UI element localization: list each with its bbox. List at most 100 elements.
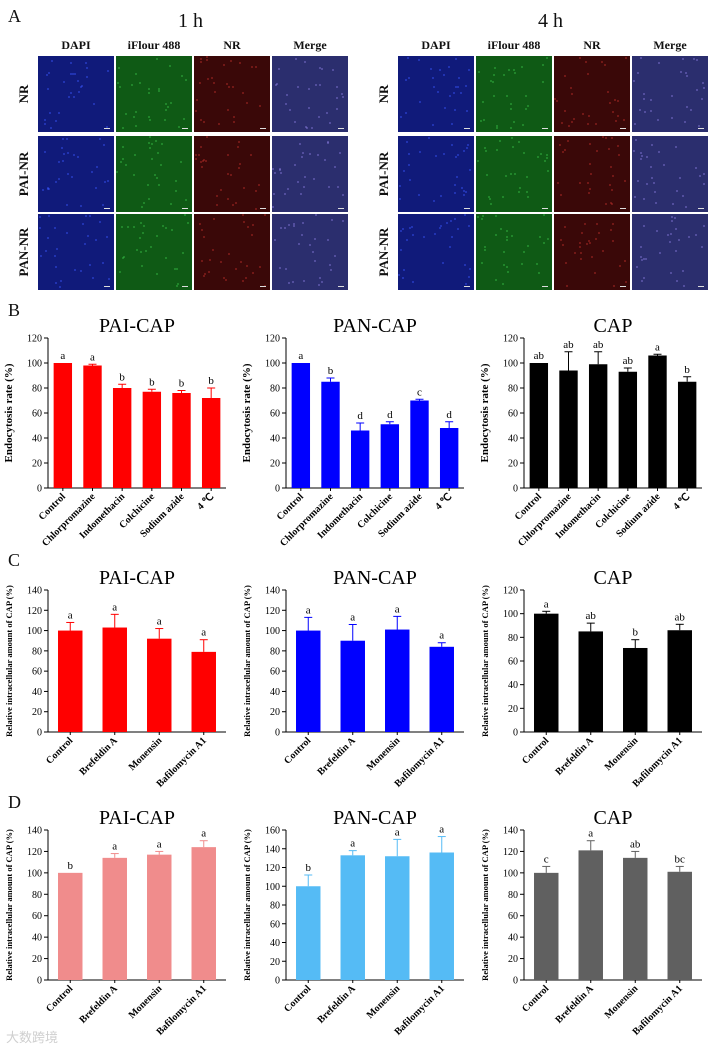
x-tick-label: Chlorpromazine [516, 491, 574, 549]
significance-label: a [439, 630, 444, 642]
y-tick-label: 100 [265, 359, 280, 370]
x-tick-label: Brefeldin A [315, 735, 358, 778]
micrograph-nr [554, 214, 630, 290]
y-axis-label: Endocytosis rate (%) [479, 363, 491, 462]
bar-control [58, 872, 83, 980]
micrograph-nr [554, 136, 630, 212]
y-tick-label: 100 [27, 626, 42, 637]
significance-label: a [439, 824, 444, 836]
micrograph-dapi [38, 56, 114, 132]
chart-d-pan-cap: PAN-CAP Relative intracellular amount of … [238, 806, 476, 1049]
y-tick-label: 40 [32, 687, 42, 698]
x-tick-label: 4 ℃ [433, 491, 454, 512]
y-tick-label: 120 [265, 334, 280, 345]
micrograph-iflour-488 [476, 56, 552, 132]
chart-title: PAI-CAP [99, 315, 175, 337]
significance-label: a [655, 341, 660, 353]
bar-chlorpromazine [559, 370, 578, 488]
x-tick-label: Brefeldin A [315, 983, 358, 1026]
y-tick-label: 140 [27, 586, 42, 597]
y-axis-label: Endocytosis rate (%) [241, 363, 253, 462]
y-axis-label: Relative intracellular amount of CAP (%) [480, 585, 490, 737]
significance-label: b [119, 371, 125, 383]
significance-label: ab [623, 355, 634, 367]
bar-4 [201, 398, 221, 488]
significance-label: a [395, 603, 400, 615]
bar-indomethacin [588, 364, 608, 488]
y-tick-label: 120 [503, 586, 518, 597]
chart-title: PAI-CAP [99, 567, 175, 589]
bar-colchicine [380, 424, 400, 488]
significance-label: a [544, 598, 549, 610]
significance-label: a [68, 609, 73, 621]
y-tick-label: 0 [513, 728, 518, 739]
y-tick-label: 160 [265, 826, 280, 837]
y-tick-label: 140 [27, 826, 42, 837]
chart-d-pai-cap: PAI-CAP Relative intracellular amount of … [0, 806, 238, 1049]
bar-bafilomycin-a1 [429, 646, 454, 732]
y-tick-label: 20 [270, 459, 280, 470]
bar-brefeldin-a [340, 855, 365, 980]
y-tick-label: 20 [32, 954, 42, 965]
micrograph-nr [194, 136, 270, 212]
y-tick-label: 140 [265, 844, 280, 855]
chart-title: CAP [594, 567, 633, 589]
significance-label: b [208, 375, 214, 387]
significance-label: a [298, 350, 303, 362]
significance-label: a [60, 350, 65, 362]
significance-label: a [201, 627, 206, 639]
micrograph-merge [272, 56, 348, 132]
y-tick-label: 20 [270, 957, 280, 968]
x-tick-label: Brefeldin A [553, 983, 596, 1026]
micrograph-dapi [38, 136, 114, 212]
significance-label: ab [630, 838, 641, 850]
bar-4 [439, 428, 459, 488]
significance-label: ab [563, 339, 574, 351]
chart-b-cap: CAP Endocytosis rate (%) 0 20 40 60 80 100 120 ab… [476, 312, 714, 553]
micrograph-iflour-488 [116, 136, 192, 212]
micrograph-dapi [38, 214, 114, 290]
row-header-pai-nr: PAI-NR [376, 151, 391, 197]
bar-bafilomycin-a1 [191, 651, 216, 732]
y-tick-label: 80 [32, 384, 42, 395]
chart-svg: PAI-CAP Relative intracellular amount of … [4, 567, 226, 790]
x-tick-label: Monensin [127, 735, 165, 773]
y-axis-label: Relative intracellular amount of CAP (%) [480, 829, 490, 981]
chart-title: CAP [594, 807, 633, 829]
y-tick-label: 0 [275, 976, 280, 987]
x-tick-label: Control [282, 983, 313, 1014]
column-header-merge: Merge [293, 38, 327, 52]
significance-label: c [417, 386, 422, 398]
y-tick-label: 80 [508, 384, 518, 395]
bar-brefeldin-a [102, 857, 127, 980]
significance-label: d [357, 410, 363, 422]
significance-label: b [328, 365, 334, 377]
micrograph-nr [194, 214, 270, 290]
x-tick-label: Brefeldin A [77, 735, 120, 778]
panel-letter-c: C [8, 550, 21, 570]
panel-letter-d: D [8, 792, 21, 812]
y-tick-label: 40 [32, 434, 42, 445]
y-tick-label: 40 [270, 687, 280, 698]
x-tick-label: Monensin [127, 983, 165, 1021]
column-header-merge: Merge [653, 38, 687, 52]
y-tick-label: 80 [270, 646, 280, 657]
column-header-nr: NR [223, 38, 241, 52]
bar-monensin [385, 629, 410, 732]
y-tick-label: 60 [32, 409, 42, 420]
bar-control [53, 363, 73, 488]
micrograph-iflour-488 [116, 56, 192, 132]
bar-control [58, 630, 83, 732]
significance-label: ab [593, 339, 604, 351]
y-tick-label: 60 [508, 409, 518, 420]
chart-c-pai-cap: PAI-CAP Relative intracellular amount of … [0, 562, 238, 803]
column-header-iflour-488: iFlour 488 [487, 38, 541, 52]
bar-indomethacin [350, 430, 370, 488]
y-tick-label: 20 [32, 459, 42, 470]
y-tick-label: 20 [508, 954, 518, 965]
time-label: 4 h [538, 10, 563, 32]
row-header-nr: NR [16, 84, 31, 104]
y-tick-label: 80 [32, 890, 42, 901]
micrograph-merge [272, 136, 348, 212]
x-tick-label: Chlorpromazine [278, 491, 336, 549]
